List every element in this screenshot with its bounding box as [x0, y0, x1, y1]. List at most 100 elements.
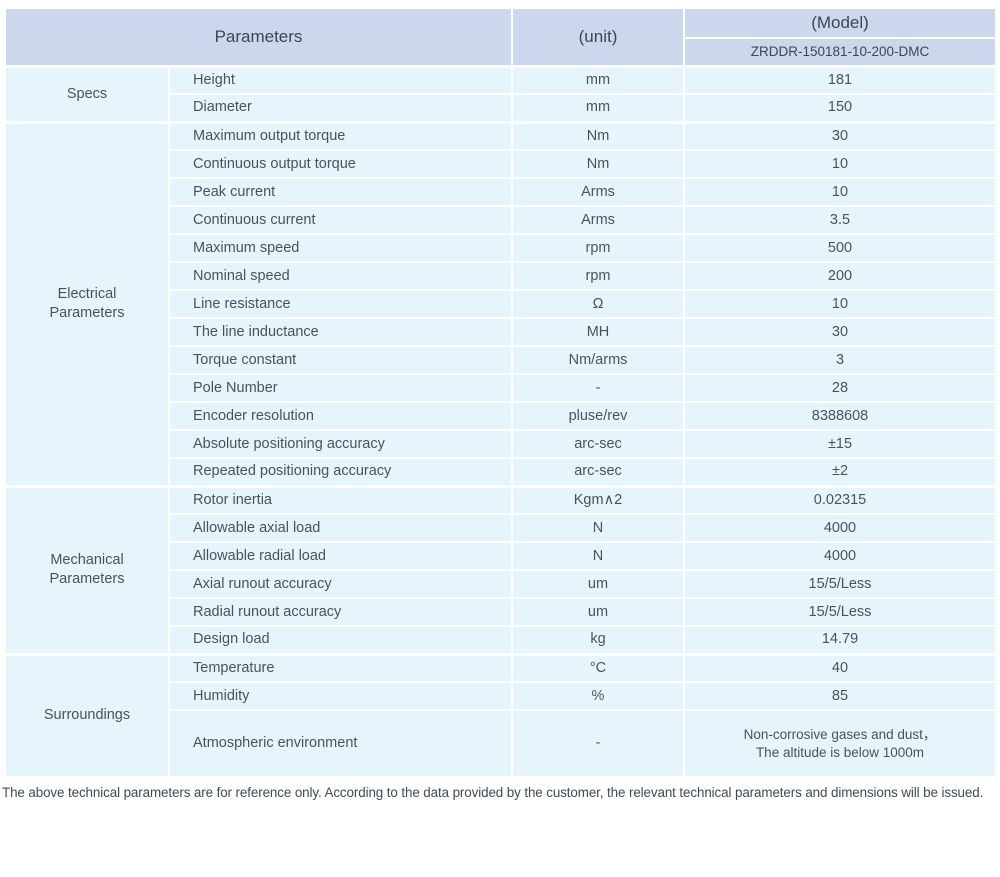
value-cell: 15/5/Less	[683, 569, 997, 599]
value-cell: 3	[683, 345, 997, 375]
unit-cell: %	[511, 681, 685, 711]
header-row-2: ZRDDR-150181-10-200-DMC	[5, 37, 997, 67]
table-body: Specs Height mm 181 Diameter mm 150 Electrical …	[4, 64, 997, 779]
parameter-cell: Continuous current	[168, 205, 513, 235]
unit-cell: um	[511, 569, 685, 599]
unit-cell: Nm/arms	[511, 345, 685, 375]
table-row: Diameter mm 150	[5, 93, 997, 123]
unit-cell: kg	[511, 625, 685, 655]
value-cell: 150	[683, 93, 997, 123]
unit-cell: N	[511, 541, 685, 571]
parameter-cell: Axial runout accuracy	[168, 569, 513, 599]
value-cell: 0.02315	[683, 484, 997, 515]
value-cell: 10	[683, 289, 997, 319]
table-row: Continuous output torque Nm 10	[5, 149, 997, 179]
table-row: Continuous current Arms 3.5	[5, 205, 997, 235]
table-row: Design load kg 14.79	[5, 625, 997, 655]
unit-cell: pluse/rev	[511, 401, 685, 431]
table-row: Line resistance Ω 10	[5, 289, 997, 319]
unit-cell: mm	[511, 64, 685, 95]
table-row: Nominal speed rpm 200	[5, 261, 997, 291]
value-cell: ±2	[683, 457, 997, 487]
parameter-cell: Repeated positioning accuracy	[168, 457, 513, 487]
table-row: Pole Number -28	[5, 373, 997, 403]
table-row: Electrical Parameters Maximum output torq…	[4, 120, 997, 487]
value-cell: 200	[683, 261, 997, 291]
unit-cell: mm	[511, 93, 685, 123]
value-cell: 500	[683, 233, 997, 263]
parameter-cell: Maximum speed	[168, 233, 513, 263]
table-row: Torque constant Nm/arms 3	[5, 345, 997, 375]
group-cell: Electrical Parameters	[4, 120, 170, 487]
parameter-cell: Line resistance	[168, 289, 513, 319]
table-row: Allowable radial load N 4000	[5, 541, 997, 571]
header-model-number: ZRDDR-150181-10-200-DMC	[683, 37, 997, 67]
group-cell: Specs	[4, 64, 170, 123]
parameter-cell: Torque constant	[168, 345, 513, 375]
group-cell: Surroundings	[4, 652, 170, 779]
parameter-cell: Allowable radial load	[168, 541, 513, 571]
table-row: Encoder resolution pluse/rev 8388608	[5, 401, 997, 431]
value-cell: 4000	[683, 513, 997, 543]
table-row: Maximum speed rpm 500	[5, 233, 997, 263]
parameter-cell: Encoder resolution	[168, 401, 513, 431]
unit-cell: Kgm∧2	[511, 484, 685, 515]
parameter-cell: Rotor inertia	[168, 484, 513, 515]
value-cell: 30	[683, 120, 997, 151]
parameter-cell: Design load	[168, 625, 513, 655]
value-cell: ±15	[683, 429, 997, 459]
parameter-cell: Continuous output torque	[168, 149, 513, 179]
group-cell: Mechanical Parameters	[4, 484, 170, 655]
parameter-cell: Height	[168, 64, 513, 95]
table-row: Humidity% 85	[5, 681, 997, 711]
table-row: Peak current Arms 10	[5, 177, 997, 207]
table-row: Specs Height mm 181	[4, 64, 997, 123]
parameter-cell: Temperature	[168, 652, 513, 683]
parameter-cell: Absolute positioning accuracy	[168, 429, 513, 459]
unit-cell: Nm	[511, 149, 685, 179]
unit-cell: °C	[511, 652, 685, 683]
value-cell: 30	[683, 317, 997, 347]
parameter-cell: Diameter	[168, 93, 513, 123]
unit-cell: arc-sec	[511, 429, 685, 459]
parameter-cell: Humidity	[168, 681, 513, 711]
table-row: Repeated positioning accuracy arc-sec ±2	[5, 457, 997, 487]
unit-cell: -	[511, 373, 685, 403]
unit-cell: rpm	[511, 261, 685, 291]
value-cell: 40	[683, 652, 997, 683]
value-cell: 28	[683, 373, 997, 403]
value-cell: 14.79	[683, 625, 997, 655]
unit-cell: N	[511, 513, 685, 543]
parameter-cell: Peak current	[168, 177, 513, 207]
parameter-cell: Radial runout accuracy	[168, 597, 513, 627]
unit-cell: Arms	[511, 177, 685, 207]
value-cell: 8388608	[683, 401, 997, 431]
header-model: (Model)	[683, 6, 997, 40]
table-row: Axial runout accuracy um 15/5/Less	[5, 569, 997, 599]
parameter-cell: Nominal speed	[168, 261, 513, 291]
unit-cell: Ω	[511, 289, 685, 319]
unit-cell: Arms	[511, 205, 685, 235]
table-row: Allowable axial load N 4000	[5, 513, 997, 543]
table-row: Absolute positioning accuracy arc-sec ±15	[5, 429, 997, 459]
table-row: Radial runout accuracy um 15/5/Less	[5, 597, 997, 627]
parameter-cell: The line inductance	[168, 317, 513, 347]
value-cell: 181	[683, 64, 997, 95]
value-cell: 3.5	[683, 205, 997, 235]
table-row: The line inductance MH 30	[5, 317, 997, 347]
value-cell: 4000	[683, 541, 997, 571]
unit-cell: um	[511, 597, 685, 627]
unit-cell: -	[511, 708, 685, 779]
value-cell: 85	[683, 681, 997, 711]
table-row: Mechanical Parameters Rotor inertia Kgm∧2 0…	[4, 484, 997, 655]
value-cell: 10	[683, 149, 997, 179]
unit-cell: arc-sec	[511, 457, 685, 487]
unit-cell: MH	[511, 317, 685, 347]
parameter-cell: Atmospheric environment	[168, 708, 513, 779]
parameter-cell: Pole Number	[168, 373, 513, 403]
table-row: Atmospheric environment - Non-corrosive ga…	[5, 708, 997, 779]
value-cell: 15/5/Less	[683, 597, 997, 627]
table-row: Surroundings Temperature °C 40	[4, 652, 997, 779]
header-unit: (unit)	[511, 7, 685, 67]
